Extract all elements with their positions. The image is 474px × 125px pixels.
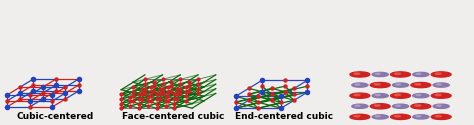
Circle shape (392, 104, 409, 108)
Circle shape (375, 116, 380, 117)
Circle shape (411, 82, 431, 88)
Circle shape (437, 84, 441, 85)
Circle shape (355, 84, 360, 85)
Circle shape (355, 105, 360, 106)
Circle shape (437, 105, 441, 106)
Circle shape (354, 73, 360, 74)
Circle shape (394, 115, 401, 117)
Circle shape (350, 93, 370, 98)
Circle shape (350, 72, 370, 77)
Circle shape (435, 94, 441, 96)
Circle shape (415, 84, 421, 85)
Circle shape (391, 72, 410, 77)
Circle shape (370, 104, 390, 109)
Circle shape (413, 72, 429, 77)
Circle shape (391, 93, 410, 98)
Circle shape (413, 115, 429, 119)
Circle shape (396, 84, 401, 85)
Circle shape (416, 73, 421, 74)
Circle shape (431, 114, 451, 119)
Circle shape (416, 116, 421, 117)
Circle shape (394, 94, 401, 96)
Circle shape (350, 114, 370, 119)
Circle shape (413, 94, 429, 98)
Circle shape (372, 115, 388, 119)
Circle shape (354, 115, 360, 117)
Circle shape (370, 82, 390, 88)
Circle shape (415, 105, 421, 106)
Circle shape (374, 105, 380, 106)
Circle shape (375, 73, 380, 74)
Circle shape (411, 104, 431, 109)
Circle shape (416, 94, 421, 96)
Circle shape (374, 84, 380, 85)
Circle shape (352, 83, 368, 87)
Circle shape (391, 114, 410, 119)
Circle shape (372, 94, 388, 98)
Circle shape (352, 104, 368, 108)
Circle shape (354, 94, 360, 96)
Text: Face-centered cubic: Face-centered cubic (122, 112, 224, 121)
Circle shape (392, 83, 409, 87)
Circle shape (394, 73, 401, 74)
Circle shape (375, 94, 380, 96)
Circle shape (431, 72, 451, 77)
Circle shape (431, 93, 451, 98)
Text: Cubic-centered: Cubic-centered (17, 112, 94, 121)
Circle shape (435, 115, 441, 117)
Circle shape (433, 104, 449, 108)
Circle shape (396, 105, 401, 106)
Circle shape (433, 83, 449, 87)
Circle shape (372, 72, 388, 77)
Circle shape (435, 73, 441, 74)
Text: End-centered cubic: End-centered cubic (235, 112, 333, 121)
